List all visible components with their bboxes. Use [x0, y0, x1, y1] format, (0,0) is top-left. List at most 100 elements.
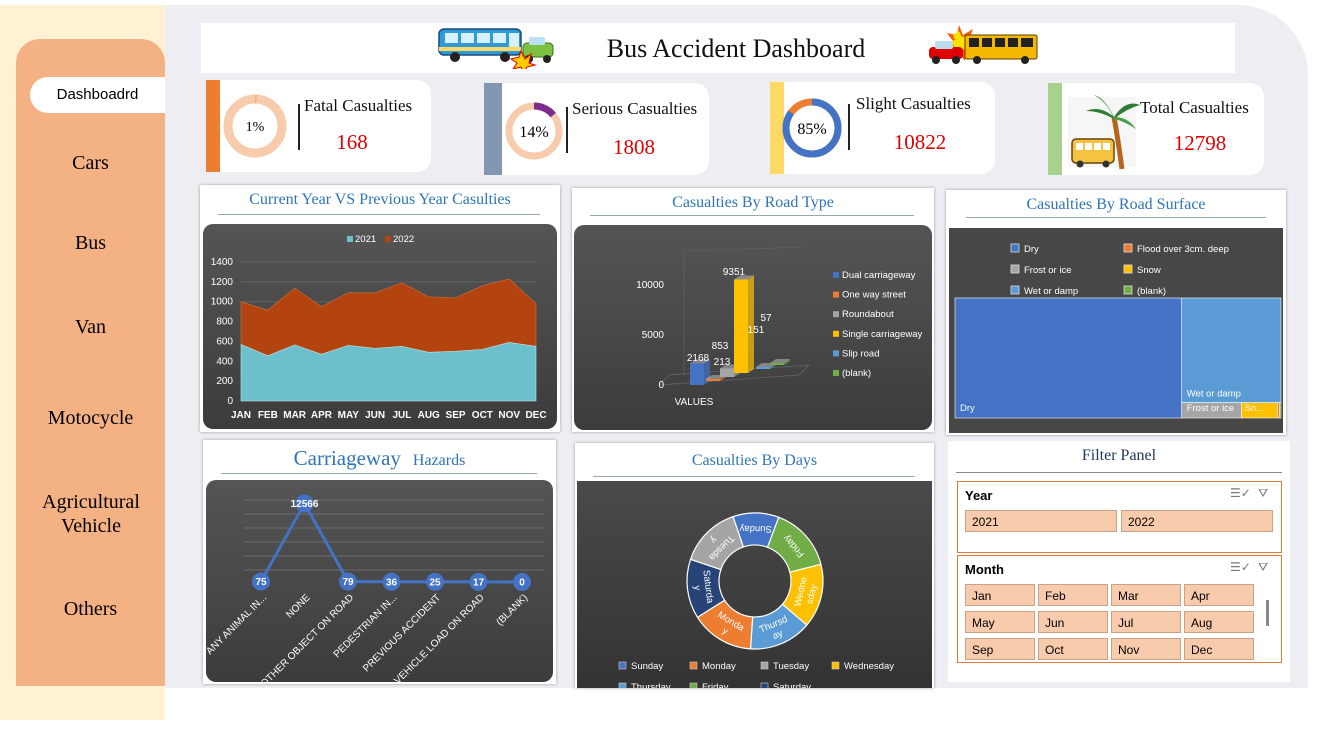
bar-value-label: 151	[748, 325, 765, 336]
month-chip-oct[interactable]: Oct	[1038, 638, 1108, 660]
month-chip-jan[interactable]: Jan	[965, 584, 1035, 606]
legend-entry: Frost or ice	[1024, 265, 1072, 276]
kpi-serious-ring: 14%	[505, 102, 563, 160]
bar-2	[720, 368, 734, 377]
hazards-title: Carriageway Hazards	[203, 446, 556, 471]
bar-side-3	[748, 275, 754, 373]
y-tick-label: 1000	[211, 297, 234, 308]
legend-swatch	[833, 350, 839, 357]
year-comparison-title: Current Year VS Previous Year Casulties	[249, 191, 511, 208]
multi-select-icon[interactable]: ☰✓	[1230, 486, 1251, 500]
month-chip-jun[interactable]: Jun	[1038, 611, 1108, 633]
bar-4	[756, 367, 770, 369]
legend-swatch	[833, 311, 839, 318]
y-tick-label: 200	[216, 376, 233, 387]
kpi-fatal-ring: 1%	[223, 94, 287, 158]
legend-entry: Thursday	[631, 682, 671, 688]
road-surface-chart[interactable]: Dry Flood over 3cm. deep Frost or ice Snow W…	[949, 228, 1283, 433]
x-category-label: VALUES	[675, 397, 714, 408]
month-chip-may[interactable]: May	[965, 611, 1035, 633]
bar-value-label: 57	[760, 313, 772, 324]
legend-entry: Monday	[702, 661, 736, 672]
sidebar-item-bus[interactable]: Bus	[74, 232, 107, 254]
hazards-value-label: 75	[255, 577, 267, 588]
legend-swatch	[833, 330, 839, 337]
sidebar-item-agricultural-vehicle[interactable]: Agricultural Vehicle	[42, 491, 140, 537]
kpi-slight-percent: 85%	[797, 121, 826, 138]
hazards-point	[339, 572, 357, 591]
year-chip-2021[interactable]: 2021	[965, 510, 1117, 532]
bus-crash-icon	[438, 28, 554, 69]
multi-select-icon[interactable]: ☰✓	[1230, 560, 1251, 574]
y-tick-label: 5000	[642, 330, 665, 341]
sidebar-item-others[interactable]: Others	[63, 598, 118, 620]
y-tick-label: 0	[227, 396, 233, 407]
kpi-serious-strip	[484, 83, 502, 175]
legend-entry: Slip road	[842, 348, 880, 359]
hazards-value-label: 25	[429, 577, 441, 588]
legend-swatch	[1010, 264, 1020, 274]
hazards-point	[252, 572, 270, 591]
kpi-total-card: Total Casualties 12798	[1048, 83, 1264, 175]
month-chip-apr[interactable]: Apr	[1184, 584, 1254, 606]
days-chart[interactable]: Sunday Friday Wednesday Thursday Monday Satur…	[577, 481, 932, 693]
x-tick-label: FEB	[258, 410, 278, 421]
hazards-category-label: PREVIOUS ACCIDENT	[361, 592, 443, 674]
sidebar-item-cars[interactable]: Cars	[72, 152, 109, 174]
kpi-slight-card: 85% Slight Casualties 10822	[770, 82, 995, 174]
month-chip-aug[interactable]: Aug	[1184, 611, 1254, 633]
year-comparison-chart[interactable]: 0 200 400 600 800 1000 1200 1400 JAN FEB MAR APR MAY…	[203, 224, 557, 429]
days-panel: Casualties By Days Sunday Friday Wednesday…	[575, 443, 934, 693]
series-2022-area	[240, 278, 537, 357]
hazards-chart[interactable]: 75 12566 79 36 25 17 0 ANY ANIMAL IN... NONE OTHE…	[204, 480, 553, 690]
year-chip-2022[interactable]: 2022	[1121, 510, 1273, 532]
sidebar-item-motocycle[interactable]: Motocycle	[47, 407, 134, 429]
legend-entry: Single carriageway	[842, 329, 923, 340]
month-chip-feb[interactable]: Feb	[1038, 584, 1108, 606]
x-tick-label: MAY	[338, 410, 360, 421]
month-chip-jul[interactable]: Jul	[1111, 611, 1181, 633]
legend-swatch	[689, 682, 698, 691]
kpi-total-label: Total Casualties	[1140, 98, 1249, 117]
road-type-chart[interactable]: 0 5000 10000 VALUES 2168 213 853 9351 151 57 Dual …	[574, 225, 932, 430]
legend-swatch	[1123, 285, 1133, 295]
legend-swatch	[1123, 264, 1133, 274]
series-2021-area	[240, 342, 537, 402]
kpi-fatal-label: Fatal Casualties	[304, 96, 413, 115]
clear-filter-icon[interactable]: ⛛	[1258, 560, 1269, 574]
sidebar: Dashboadrd Cars Bus Van Motocycle Agricu…	[16, 39, 165, 686]
legend-swatch	[831, 661, 840, 670]
x-tick-label: JUN	[365, 410, 385, 421]
back-gridline	[683, 246, 805, 252]
bar-1	[706, 378, 720, 381]
month-slicer-scrollbar[interactable]	[1266, 600, 1269, 626]
month-chip-dec[interactable]: Dec	[1184, 638, 1254, 660]
x-tick-label: AUG	[418, 410, 440, 421]
legend-entry: 2022	[393, 234, 414, 245]
legend-entry: 2021	[355, 234, 376, 245]
month-chip-sep[interactable]: Sep	[965, 638, 1035, 660]
legend-entry: Friday	[702, 682, 729, 688]
floor-outline	[658, 364, 810, 386]
legend-entry: Roundabout	[842, 309, 894, 320]
sidebar-item-dashboard[interactable]: Dashboadrd	[30, 77, 165, 113]
sidebar-item-van[interactable]: Van	[74, 316, 107, 338]
donut-slice-label: Sunday	[739, 523, 772, 534]
treemap-label-snow: Sn...	[1245, 403, 1265, 414]
month-chip-mar[interactable]: Mar	[1111, 584, 1181, 606]
kpi-slight-value: 10822	[893, 130, 947, 154]
clear-filter-icon[interactable]: ⛛	[1258, 486, 1269, 500]
bar-0	[690, 363, 704, 385]
bar-side-0	[704, 359, 710, 385]
hazards-point	[426, 572, 444, 591]
treemap-label-wet: Wet or damp	[1187, 389, 1241, 400]
legend-entry: Sunday	[631, 661, 663, 672]
month-chip-nov[interactable]: Nov	[1111, 638, 1181, 660]
road-surface-title: Casualties By Road Surface	[1026, 196, 1206, 213]
legend-entry: Saturday	[773, 682, 811, 688]
treemap-label-dry: Dry	[960, 403, 975, 414]
hazards-title-sub: Hazards	[412, 452, 466, 469]
kpi-total-value: 12798	[1173, 131, 1227, 155]
legend-swatch	[833, 370, 839, 376]
hazards-point	[469, 572, 488, 591]
